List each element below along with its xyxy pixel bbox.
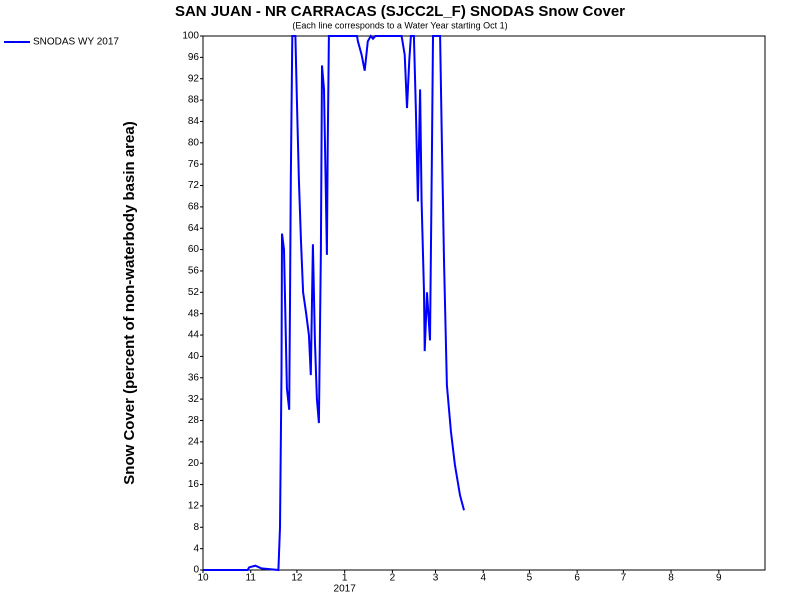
data-line	[203, 34, 465, 572]
x-tick-label: 11	[246, 573, 257, 584]
x-annotation: 2017	[334, 584, 357, 595]
y-tick-label: 52	[188, 287, 200, 298]
y-tick-label: 20	[188, 458, 200, 469]
y-tick-label: 36	[188, 372, 200, 383]
x-tick-label: 9	[716, 573, 722, 584]
x-tick-label: 1	[342, 573, 348, 584]
chart-title: SAN JUAN - NR CARRACAS (SJCC2L_F) SNODAS…	[175, 3, 625, 20]
y-tick-label: 60	[188, 244, 200, 255]
y-tick-label: 44	[188, 330, 200, 341]
x-tick-label: 2	[390, 573, 396, 584]
plot-frame	[202, 35, 766, 571]
y-tick-label: 72	[188, 180, 200, 191]
x-tick-label: 6	[574, 573, 580, 584]
y-tick-label: 28	[188, 415, 200, 426]
y-tick-label: 48	[188, 308, 200, 319]
y-tick-label: 100	[182, 31, 199, 42]
y-tick-label: 84	[188, 116, 200, 127]
y-tick-label: 76	[188, 159, 200, 170]
chart-subtitle: (Each line corresponds to a Water Year s…	[292, 20, 507, 30]
y-axis-label: Snow Cover (percent of non-waterbody bas…	[121, 121, 138, 484]
y-tick-label: 96	[188, 52, 200, 63]
y-tick-label: 12	[188, 501, 200, 512]
x-tick-label: 3	[433, 573, 439, 584]
legend-label: SNODAS WY 2017	[33, 37, 119, 48]
y-tick-label: 80	[188, 137, 200, 148]
y-tick-label: 68	[188, 202, 200, 213]
y-tick-label: 4	[193, 543, 199, 554]
y-tick-label: 8	[193, 522, 199, 533]
y-tick-label: 56	[188, 266, 200, 277]
x-tick-label: 12	[291, 573, 303, 584]
y-tick-label: 64	[188, 223, 200, 234]
y-tick-label: 40	[188, 351, 200, 362]
x-tick-label: 7	[621, 573, 627, 584]
y-tick-label: 92	[188, 73, 200, 84]
y-tick-label: 88	[188, 95, 200, 106]
y-tick-label: 32	[188, 394, 200, 405]
y-tick-label: 24	[188, 436, 200, 447]
x-tick-label: 10	[197, 573, 209, 584]
y-tick-label: 0	[193, 565, 199, 576]
x-tick-label: 8	[668, 573, 674, 584]
x-tick-label: 5	[527, 573, 533, 584]
x-tick-label: 4	[480, 573, 486, 584]
y-tick-label: 16	[188, 479, 200, 490]
